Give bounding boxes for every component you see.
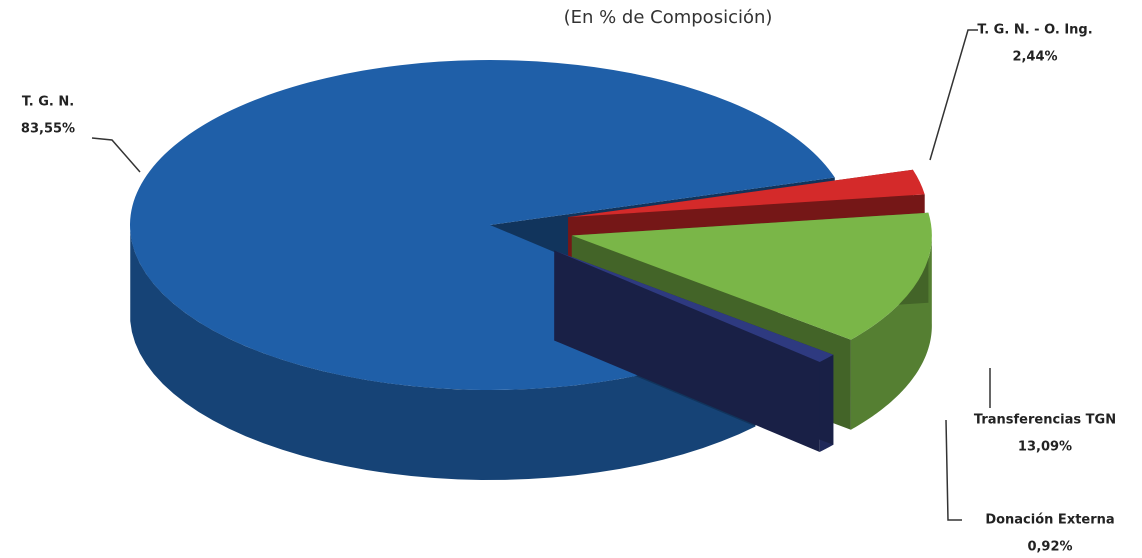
slice-label: Donación Externa — [985, 513, 1114, 528]
slice-value-label: 0,92% — [1027, 540, 1072, 555]
slice-cut — [554, 250, 820, 452]
slice-label: Transferencias TGN — [974, 413, 1116, 428]
slice — [554, 250, 834, 362]
slice-label: T. G. N. - O. Ing. — [977, 23, 1092, 38]
slice — [571, 212, 932, 340]
leader-line — [91, 137, 141, 173]
slice — [568, 169, 925, 218]
slice-value-label: 83,55% — [21, 122, 75, 137]
chart-subtitle: (En % de Composición) — [564, 7, 773, 28]
slice-value-label: 2,44% — [1012, 50, 1057, 65]
leader-line — [945, 419, 962, 521]
slice-value-label: 13,09% — [1018, 440, 1072, 455]
slice-side — [850, 232, 932, 430]
slice-label: T. G. N. — [22, 95, 74, 110]
leader-line — [929, 29, 978, 161]
slice-side — [130, 231, 756, 480]
